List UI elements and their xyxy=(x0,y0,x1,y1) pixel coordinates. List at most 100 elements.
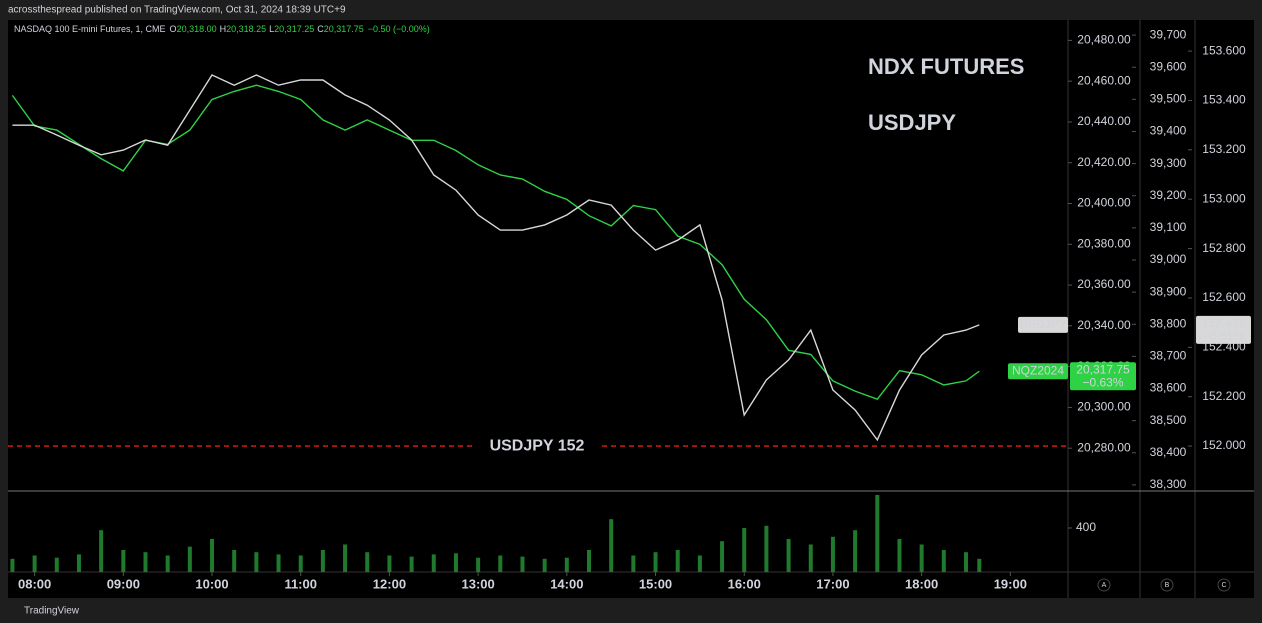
footer-logo: TradingView xyxy=(24,606,80,617)
y-tick-label: 39,000 xyxy=(1150,252,1187,266)
y-tick-label: 39,700 xyxy=(1150,27,1187,41)
y-tick-label: 39,500 xyxy=(1150,92,1187,106)
volume-bar xyxy=(808,544,813,572)
x-tick-label: 17:00 xyxy=(816,576,849,591)
volume-bar xyxy=(320,549,325,572)
y-tick-label: 153.600 xyxy=(1202,43,1246,57)
x-tick-label: 15:00 xyxy=(639,576,672,591)
axis-button xyxy=(1217,578,1231,592)
volume-bar xyxy=(431,554,436,572)
volume-bar xyxy=(187,546,192,572)
y-tick-label: 20,360.00 xyxy=(1077,277,1131,291)
x-tick-label: 11:00 xyxy=(284,576,317,591)
volume-bar xyxy=(520,556,525,572)
volume-bar xyxy=(542,558,547,572)
volume-bar xyxy=(919,544,924,572)
ohlc-key: C xyxy=(317,24,324,34)
volume-bar xyxy=(963,552,968,572)
y-tick-label: 20,460.00 xyxy=(1077,73,1131,87)
volume-bar xyxy=(121,549,126,572)
volume-bar xyxy=(210,538,215,572)
legend: NASDAQ 100 E-mini Futures, 1, CME O20,318… xyxy=(14,24,430,34)
chart-background xyxy=(8,20,1254,598)
series-name-tag xyxy=(1018,316,1068,333)
y-tick-label: 153.400 xyxy=(1202,93,1246,107)
y-tick-label: 39,600 xyxy=(1150,59,1187,73)
y-tick-label: 20,280.00 xyxy=(1077,440,1131,454)
y-tick-label: 38,900 xyxy=(1150,284,1187,298)
axis-name: A xyxy=(1102,582,1107,589)
y-tick-label: 20,480.00 xyxy=(1077,33,1131,47)
volume-bar xyxy=(587,549,592,572)
y-tick-label: 152.200 xyxy=(1202,389,1246,403)
series-name-tag xyxy=(1008,363,1068,380)
x-tick-label: 10:00 xyxy=(195,576,228,591)
last-change: −0.51% xyxy=(1203,329,1244,343)
volume-bar xyxy=(675,549,680,572)
volume-bar xyxy=(99,530,104,572)
volume-bar xyxy=(387,555,392,572)
y-tick-label: 38,700 xyxy=(1150,349,1187,363)
volume-bar xyxy=(609,519,614,572)
x-tick-label: 12:00 xyxy=(373,576,406,591)
y-tick-label: 153.200 xyxy=(1202,142,1246,156)
volume-bar xyxy=(742,527,747,572)
y-tick-label: 39,300 xyxy=(1150,156,1187,170)
volume-bar xyxy=(764,525,769,572)
x-tick-label: 14:00 xyxy=(550,576,583,591)
ohlc-key: L xyxy=(269,24,274,34)
volume-bar xyxy=(498,555,503,572)
x-tick-label: 18:00 xyxy=(905,576,938,591)
y-tick-label: 20,440.00 xyxy=(1077,114,1131,128)
volume-bar xyxy=(786,538,791,572)
volume-bar xyxy=(365,552,370,572)
annotation: NDX FUTURES xyxy=(868,54,1024,79)
volume-tick-label: 400 xyxy=(1076,520,1096,534)
volume-bar xyxy=(830,536,835,572)
volume-bar xyxy=(631,555,636,572)
volume-bar xyxy=(10,558,15,572)
volume-bar xyxy=(875,494,880,572)
x-tick-label: 16:00 xyxy=(728,576,761,591)
x-tick-label: 09:00 xyxy=(107,576,140,591)
ohlc-key: H xyxy=(220,24,227,34)
x-tick-label: 19:00 xyxy=(994,576,1027,591)
volume-bar xyxy=(653,552,658,572)
volume-bar xyxy=(476,557,481,572)
volume-bar xyxy=(409,556,414,572)
y-tick-label: 39,400 xyxy=(1150,124,1187,138)
y-tick-label: 153.000 xyxy=(1202,191,1246,205)
last-change: −0.63% xyxy=(1082,375,1123,389)
publish-header: acrossthespread published on TradingView… xyxy=(8,5,346,16)
axis-name: C xyxy=(1221,582,1226,589)
axis-button xyxy=(1160,578,1174,592)
axis-name: B xyxy=(1165,582,1170,589)
volume-bar xyxy=(564,557,569,572)
axis-button xyxy=(1097,578,1111,592)
annotation: USDJPY xyxy=(868,110,956,135)
y-tick-label: 39,200 xyxy=(1150,188,1187,202)
volume-bar xyxy=(54,557,59,572)
series-line xyxy=(12,74,980,442)
ohlc-value: 20,318.25 xyxy=(226,24,266,34)
x-tick-label: 13:00 xyxy=(462,576,495,591)
volume-bar xyxy=(254,552,259,572)
y-tick-label: 152.600 xyxy=(1202,290,1246,304)
volume-bar xyxy=(32,555,37,572)
volume-bar xyxy=(232,549,237,572)
y-tick-label: 152.800 xyxy=(1202,241,1246,255)
ohlc-value: 20,318.00 xyxy=(177,24,217,34)
price-tag xyxy=(1196,315,1251,344)
y-tick-label: 38,300 xyxy=(1150,477,1187,491)
reference-label: USDJPY 152 xyxy=(490,437,585,454)
y-tick-label: 38,800 xyxy=(1150,316,1187,330)
price-tag xyxy=(1070,362,1136,391)
last-price: 152.491 xyxy=(1202,316,1246,330)
y-tick-label: 20,400.00 xyxy=(1077,196,1131,210)
last-price: 20,317.75 xyxy=(1076,362,1130,376)
volume-bar xyxy=(697,555,702,572)
series-line xyxy=(11,84,980,401)
series-name: NQZ2024 xyxy=(1012,363,1064,377)
volume-bar xyxy=(853,530,858,572)
volume-bar xyxy=(276,554,281,572)
